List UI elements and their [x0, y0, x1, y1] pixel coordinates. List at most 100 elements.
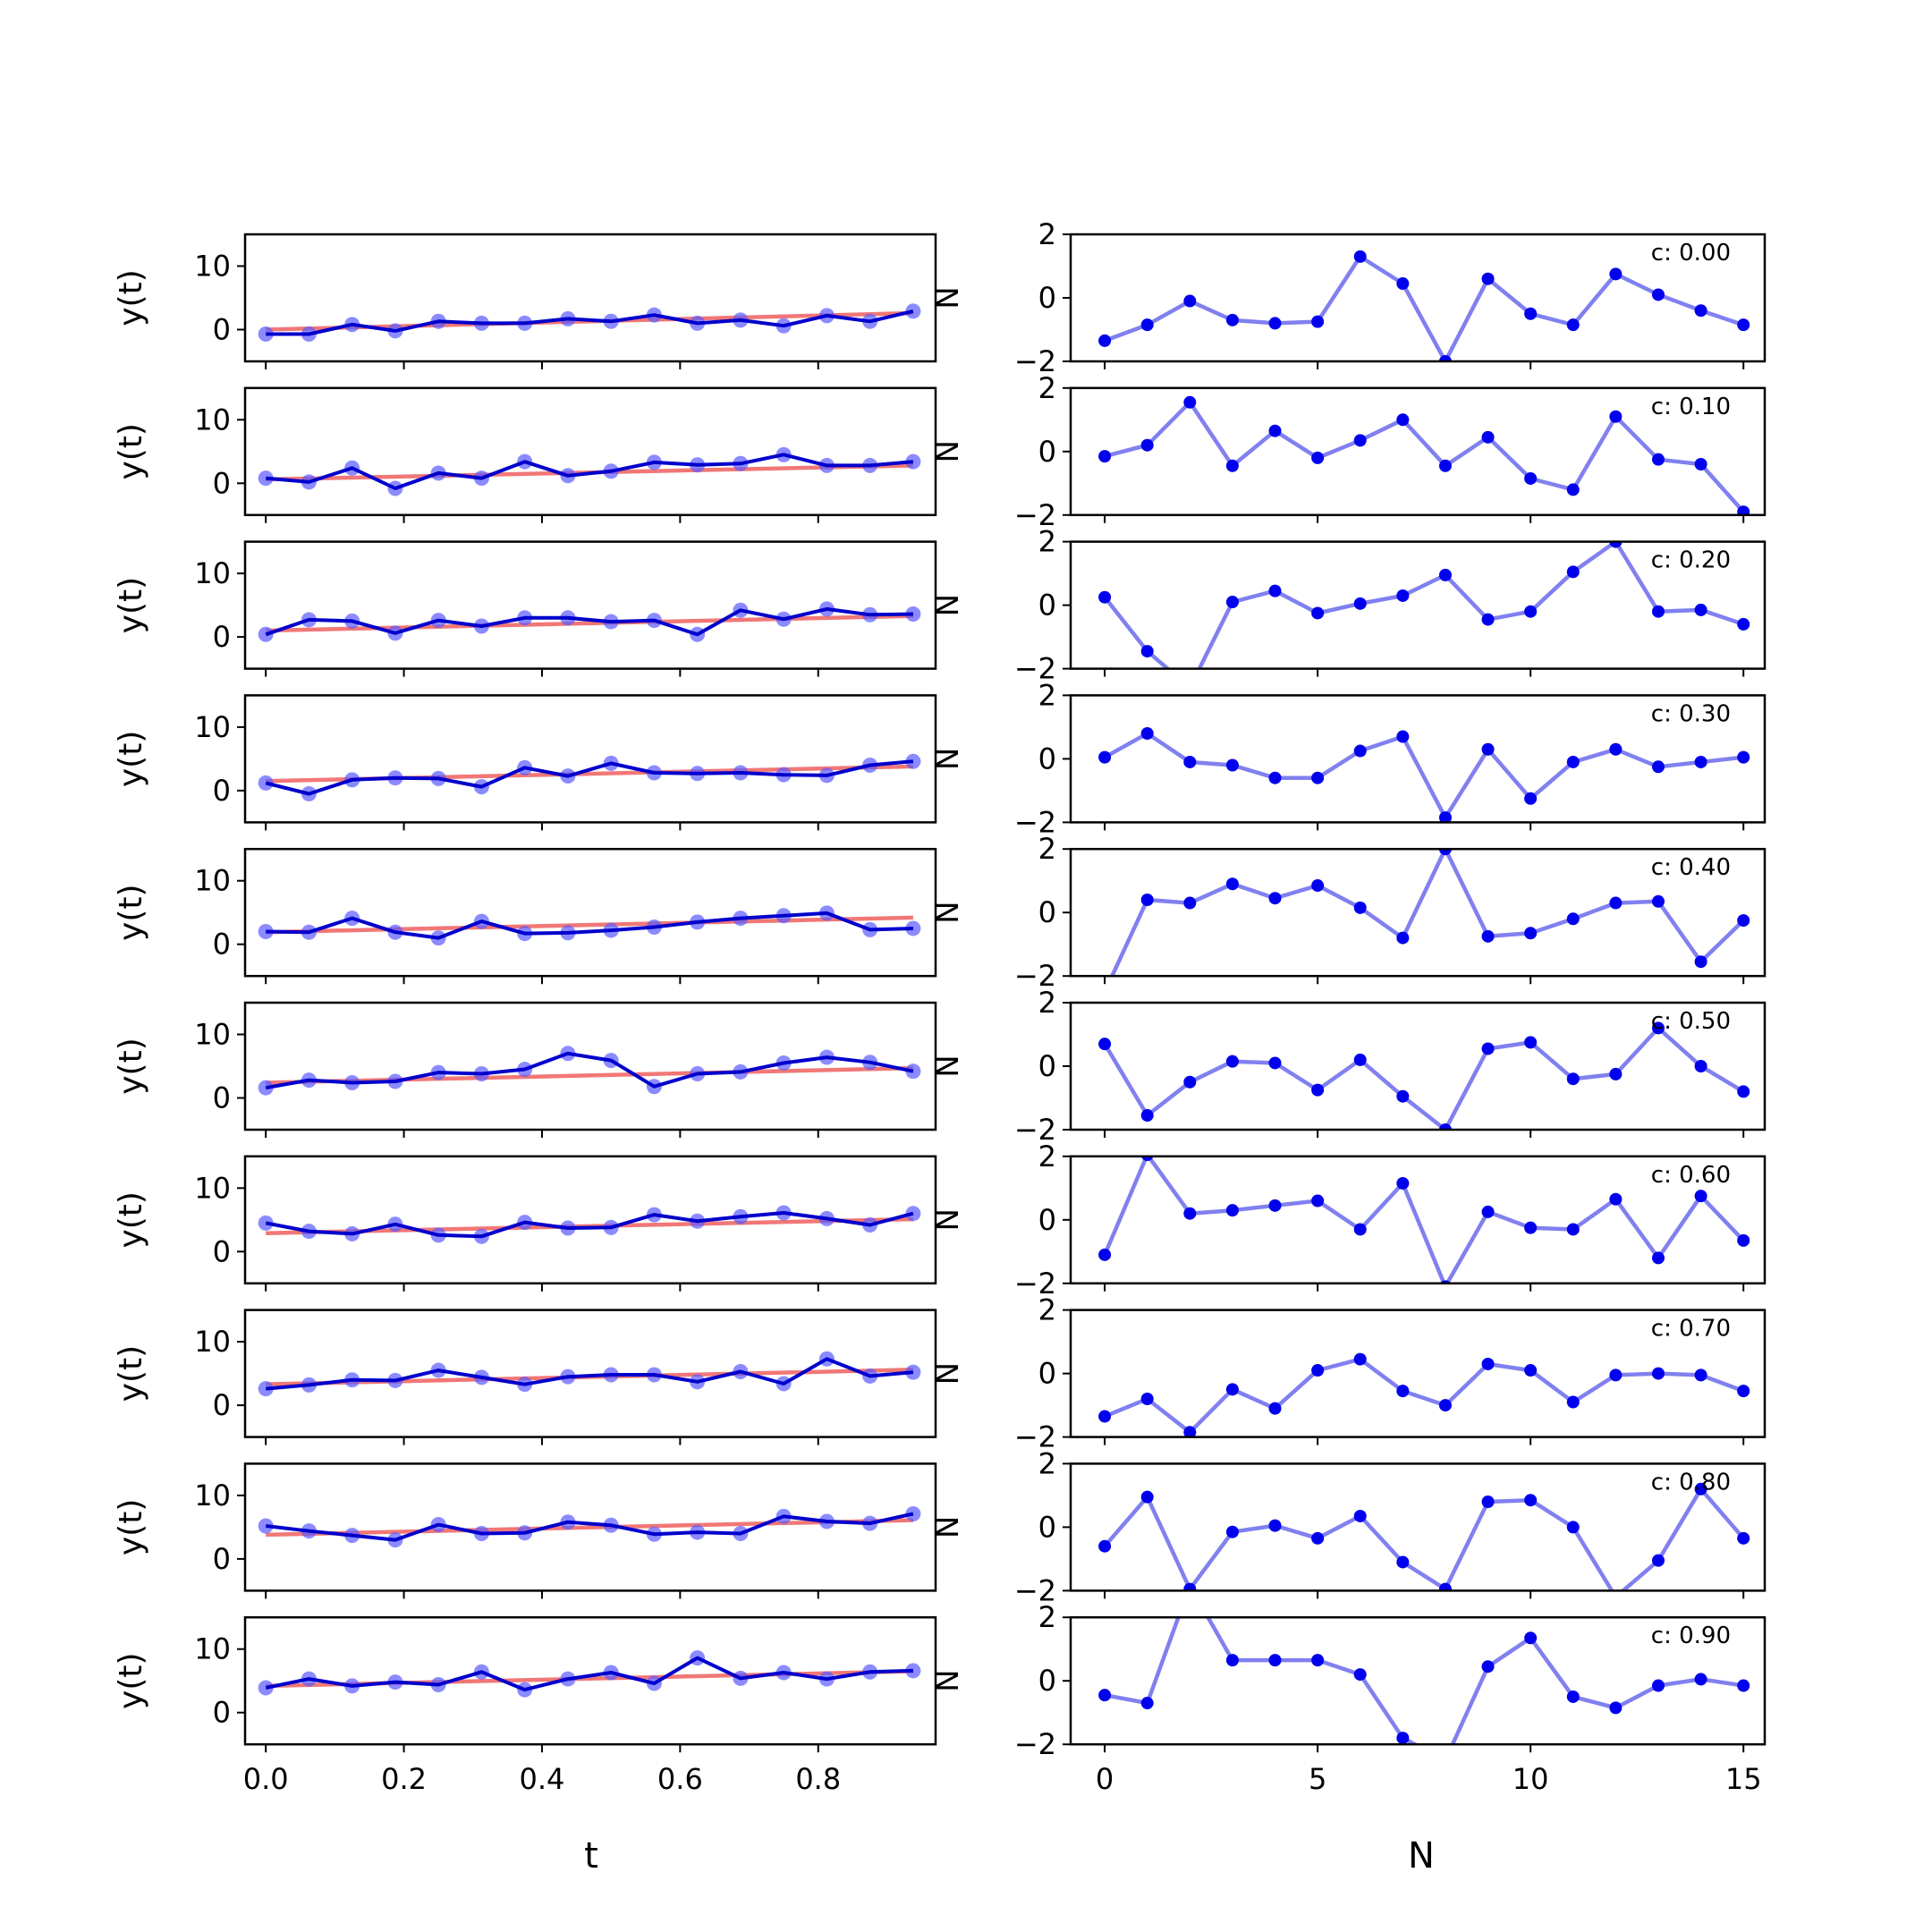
left-y-tick-label: 10 — [194, 710, 231, 744]
right-series-marker — [1566, 912, 1580, 926]
right-series-marker — [1694, 1673, 1707, 1686]
right-series-marker — [1311, 1083, 1325, 1097]
right-series-marker — [1225, 877, 1239, 891]
left-y-tick-label: 0 — [213, 1234, 231, 1268]
observed-marker — [905, 920, 921, 936]
right-series-marker — [1140, 1697, 1154, 1710]
right-series-line — [1103, 1026, 1745, 1130]
right-series-marker — [1694, 755, 1707, 768]
observed-marker — [258, 626, 274, 642]
right-series-marker — [1353, 1509, 1367, 1522]
right-data-group — [1098, 1021, 1750, 1130]
c-value-annotation: c: 0.90 — [1651, 1623, 1731, 1649]
right-series-marker — [1737, 505, 1750, 515]
left-panel-5: 0 10 y(t) — [113, 1001, 937, 1138]
right-series-marker — [1481, 929, 1495, 943]
right-series-marker — [1353, 434, 1367, 447]
right-data-group — [1098, 1156, 1750, 1284]
left-panel-4: 0 10 y(t) — [113, 847, 937, 985]
right-series-marker — [1651, 1554, 1665, 1567]
right-series-marker — [1225, 1525, 1239, 1538]
right-y-tick-label: 2 — [1038, 217, 1056, 251]
right-series-marker — [1268, 771, 1282, 784]
right-series-marker — [1694, 603, 1707, 616]
right-series-marker — [1566, 318, 1580, 332]
right-series-marker — [1651, 1021, 1665, 1035]
right-plot-area — [1071, 541, 1765, 669]
right-series-marker — [1225, 758, 1239, 772]
observed-marker — [905, 606, 921, 623]
right-series-marker — [1609, 896, 1623, 910]
observed-marker — [258, 326, 274, 342]
right-series-marker — [1268, 1199, 1282, 1212]
right-y-tick-label: 0 — [1038, 435, 1056, 469]
right-series-marker — [1438, 1399, 1452, 1412]
left-panel-frame — [243, 847, 937, 978]
right-y-tick-label: −2 — [1014, 652, 1056, 686]
left-panel-6: 0 10 y(t) — [113, 1155, 937, 1292]
observed-marker — [905, 1505, 921, 1521]
right-series-marker — [1609, 410, 1623, 423]
right-series-marker — [1140, 1156, 1154, 1162]
right-series-marker — [1439, 1280, 1451, 1284]
observed-marker — [258, 1518, 274, 1534]
right-series-marker — [1524, 927, 1538, 940]
right-y-tick-label: 0 — [1038, 1664, 1056, 1698]
right-series-marker — [1609, 541, 1623, 548]
right-series-marker — [1438, 459, 1452, 472]
right-series-marker — [1566, 755, 1580, 768]
right-series-marker — [1609, 267, 1623, 281]
left-plot-area — [245, 695, 936, 823]
left-y-axis-label: y(t) — [113, 884, 149, 941]
right-series-marker — [1651, 453, 1665, 466]
left-plot-area — [245, 1003, 936, 1130]
right-series-marker — [1737, 914, 1750, 928]
right-series-marker — [1481, 613, 1495, 626]
right-series-marker — [1651, 1679, 1665, 1692]
right-series-marker — [1396, 277, 1410, 291]
right-y-tick-label: 2 — [1038, 986, 1056, 1020]
left-panel-frame — [243, 386, 937, 517]
right-y-tick-label: 2 — [1038, 1293, 1056, 1327]
right-y-tick-label: 2 — [1038, 832, 1056, 866]
right-series-marker — [1609, 742, 1623, 756]
observed-marker — [905, 1063, 921, 1080]
left-y-tick-label: 0 — [213, 774, 231, 808]
right-series-marker — [1353, 597, 1367, 610]
observed-marker — [905, 453, 921, 470]
right-series-marker — [1481, 1496, 1495, 1508]
right-y-tick-label: −2 — [1014, 1420, 1056, 1454]
right-series-marker — [1396, 413, 1410, 427]
right-series-marker — [1524, 1494, 1538, 1507]
left-y-tick-label: 10 — [194, 1479, 231, 1513]
right-y-tick-label: 2 — [1038, 525, 1056, 559]
right-x-tick-label: 0 — [1096, 1762, 1114, 1796]
right-y-tick-label: 0 — [1038, 589, 1056, 623]
fit-line — [266, 1065, 913, 1085]
right-series-marker — [1694, 304, 1707, 318]
observed-line — [265, 606, 913, 637]
observed-marker — [258, 1080, 274, 1096]
right-data-group — [1098, 1482, 1750, 1591]
left-y-tick-label: 10 — [194, 556, 231, 590]
right-y-tick-label: 2 — [1038, 1600, 1056, 1634]
right-y-tick-label: −2 — [1014, 959, 1056, 993]
left-panel-8: 0 10 y(t) — [113, 1462, 937, 1599]
right-x-tick-label: 10 — [1513, 1762, 1549, 1796]
right-data-group — [1098, 250, 1750, 361]
right-data-group — [1098, 395, 1750, 515]
observed-marker — [258, 1381, 274, 1397]
right-series-marker — [1268, 1056, 1282, 1070]
right-series-marker — [1694, 1060, 1707, 1072]
right-series-marker — [1737, 1233, 1750, 1247]
right-series-marker — [1183, 1207, 1197, 1220]
c-value-annotation: c: 0.30 — [1651, 700, 1731, 727]
left-data-group — [258, 1205, 921, 1244]
right-series-marker — [1098, 1539, 1112, 1553]
